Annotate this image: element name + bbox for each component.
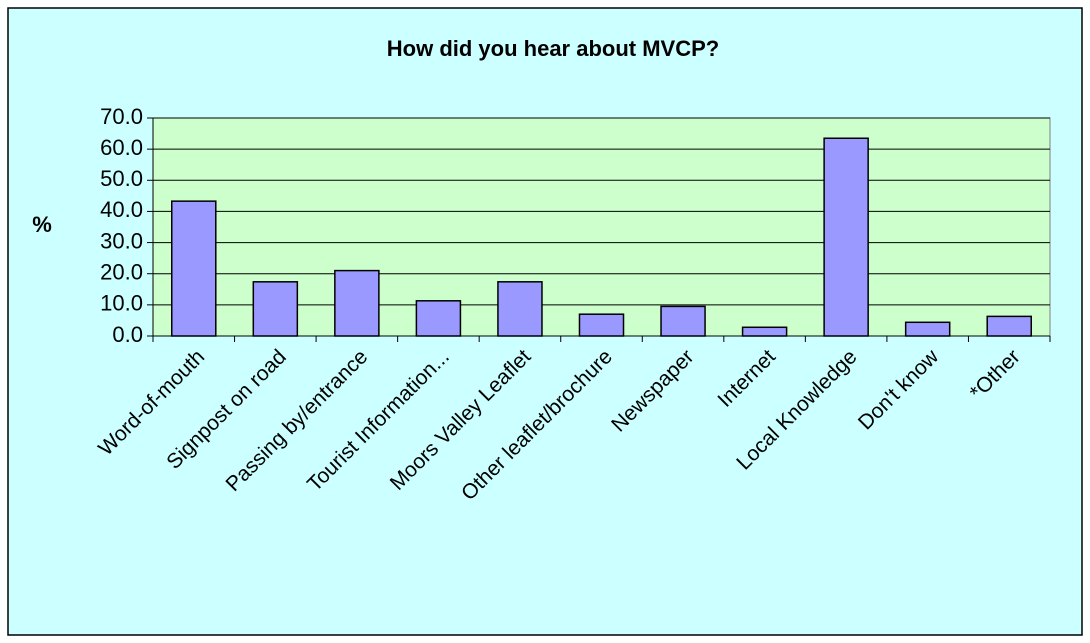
bar [986, 315, 1032, 337]
chart-title: How did you hear about MVCP? [387, 36, 719, 61]
y-tick-label: 50.0 [100, 166, 143, 191]
y-tick-label: 0.0 [112, 322, 143, 347]
y-tick-label: 40.0 [100, 197, 143, 222]
y-tick-label: 70.0 [100, 104, 143, 129]
plot-area [152, 117, 1051, 337]
bar [252, 281, 299, 337]
bar [578, 313, 625, 337]
y-tick-label: 30.0 [100, 228, 143, 253]
bar [171, 200, 217, 337]
bar [741, 326, 788, 337]
y-tick-label: 10.0 [100, 291, 143, 316]
bar [497, 281, 543, 337]
y-axis-label: % [32, 212, 52, 237]
bar [904, 321, 951, 337]
bar [823, 137, 869, 337]
bar [660, 305, 706, 337]
y-tick-label: 20.0 [100, 260, 143, 285]
bar [415, 300, 462, 337]
y-tick-label: 60.0 [100, 135, 143, 160]
bar [334, 269, 380, 337]
